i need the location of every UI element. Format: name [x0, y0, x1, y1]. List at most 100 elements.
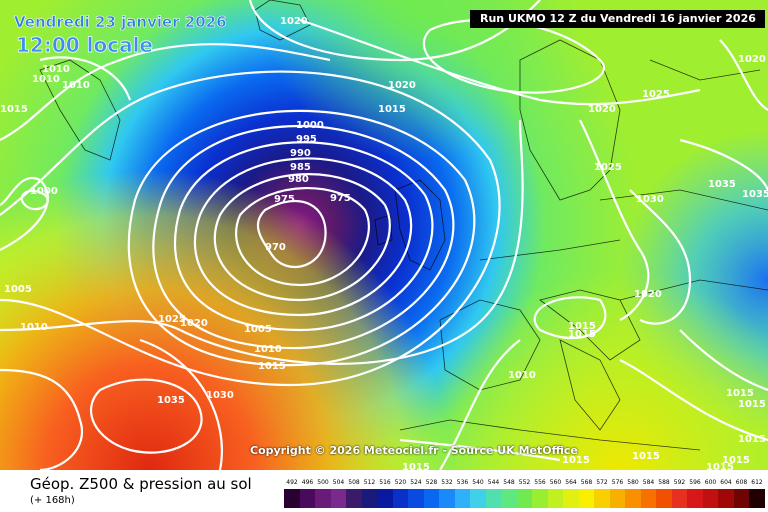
- isobar-label: 1025: [158, 314, 186, 325]
- isobar-label: 1010: [42, 64, 70, 75]
- scale-swatch: [485, 489, 502, 508]
- scale-label: 540: [472, 479, 484, 486]
- isobar-label: 1035: [742, 189, 768, 200]
- pressure-map: 1020 1010 1010 1015 1010 1000 1005 1010 …: [0, 0, 768, 470]
- scale-swatch: [361, 489, 378, 508]
- scale-label: 612: [751, 479, 763, 486]
- coastlines: [39, 0, 768, 451]
- scale-swatch: [299, 489, 316, 508]
- scale-label: 524: [410, 479, 422, 486]
- isobar-label: 975: [274, 194, 295, 205]
- scale-label: 500: [317, 479, 329, 486]
- scale-swatch: [330, 489, 347, 508]
- scale-label: 520: [394, 479, 407, 486]
- scale-label: 532: [441, 479, 453, 486]
- scale-swatch: [315, 489, 331, 508]
- scale-swatch: [439, 489, 455, 508]
- scale-label: 604: [720, 479, 732, 486]
- isobars: [0, 0, 768, 470]
- isobar-label: 1000: [30, 186, 58, 197]
- valid-date: Vendredi 23 janvier 2026: [14, 13, 227, 32]
- scale-label: 580: [627, 479, 639, 486]
- scale-swatch: [284, 489, 300, 508]
- isobar-label: 1010: [32, 74, 60, 85]
- scale-label: 516: [379, 479, 391, 486]
- scale-swatch: [656, 489, 672, 508]
- isobar-label: 1015: [706, 462, 734, 470]
- scale-label: 504: [332, 479, 345, 486]
- scale-label: 564: [565, 479, 577, 486]
- scale-label: 584: [642, 479, 655, 486]
- scale-label: 576: [611, 479, 624, 486]
- scale-label: 548: [503, 479, 515, 486]
- isobar-label: 1020: [588, 104, 616, 115]
- scale-swatch: [547, 489, 564, 508]
- isobar-label: 1020: [634, 289, 662, 300]
- scale-label: 572: [596, 479, 608, 486]
- scale-label: 588: [658, 479, 670, 486]
- scale-label: 560: [549, 479, 562, 486]
- isobar-label: 1030: [206, 390, 234, 401]
- scale-swatch: [702, 489, 719, 508]
- scale-label: 492: [286, 479, 298, 486]
- isobar-label: 1020: [280, 16, 308, 27]
- scale-swatch: [733, 489, 750, 508]
- parameter-title: Géop. Z500 & pression au sol: [30, 475, 252, 493]
- valid-time: 12:00 locale: [16, 33, 154, 58]
- scale-swatch: [625, 489, 641, 508]
- isobar-label: 1015: [738, 434, 766, 445]
- isobar-label: 1035: [157, 395, 185, 406]
- scale-label: 512: [363, 479, 376, 486]
- isobar-label: 1020: [738, 54, 766, 65]
- scale-label: 596: [689, 479, 701, 486]
- scale-label: 536: [456, 479, 469, 486]
- lead-time: (+ 168h): [30, 495, 75, 506]
- isobar-label: 1015: [568, 329, 596, 340]
- scale-label: 496: [301, 479, 314, 486]
- scale-swatch: [346, 489, 362, 508]
- isobar-label: 980: [288, 174, 309, 185]
- scale-swatch: [516, 489, 533, 508]
- isobar-label: 1030: [636, 194, 664, 205]
- isobar-label: 1015: [738, 399, 766, 410]
- isobar-label: 975: [330, 193, 351, 204]
- scale-swatch: [501, 489, 517, 508]
- isobar-label: 1015: [722, 455, 750, 466]
- isobar-label: 1015: [568, 321, 596, 332]
- isobar-label: 1005: [244, 324, 272, 335]
- isobar-label: 1015: [258, 361, 286, 372]
- scale-swatch: [640, 489, 657, 508]
- isobar-label: 1020: [180, 318, 208, 329]
- scale-swatch: [718, 489, 734, 508]
- isobar-labels: 1020 1010 1010 1015 1010 1000 1005 1010 …: [0, 16, 768, 470]
- scale-swatch: [687, 489, 703, 508]
- scale-label: 600: [704, 479, 717, 486]
- scale-swatch: [609, 489, 626, 508]
- isobar-label: 1015: [402, 462, 430, 470]
- scale-label: 508: [348, 479, 360, 486]
- isobar-label: 1015: [378, 104, 406, 115]
- isobar-label: 1010: [20, 322, 48, 333]
- isobar-label: 1015: [632, 451, 660, 462]
- scale-swatch: [454, 489, 471, 508]
- scale-swatch: [671, 489, 688, 508]
- isobar-label: 1015: [0, 104, 28, 115]
- scale-swatch: [377, 489, 393, 508]
- isobar-label: 995: [296, 134, 317, 145]
- scale-label: 608: [735, 479, 748, 486]
- isobar-label: 1010: [254, 344, 282, 355]
- scale-swatch: [749, 489, 765, 508]
- isobar-label: 1025: [594, 162, 622, 173]
- isobar-label: 1010: [508, 370, 536, 381]
- scale-swatch: [578, 489, 595, 508]
- isobar-label: 1005: [4, 284, 32, 295]
- copyright-notice: Copyright © 2026 Meteociel.fr - Source U…: [250, 444, 578, 457]
- scale-swatch: [392, 489, 409, 508]
- isobar-label: 1015: [562, 455, 590, 466]
- scale-swatch: [563, 489, 579, 508]
- run-info-banner: Run UKMO 12 Z du Vendredi 16 janvier 202…: [470, 10, 765, 28]
- isobar-label: 1020: [388, 80, 416, 91]
- isobar-label: 1025: [642, 89, 670, 100]
- isobar-label: 1010: [62, 80, 90, 91]
